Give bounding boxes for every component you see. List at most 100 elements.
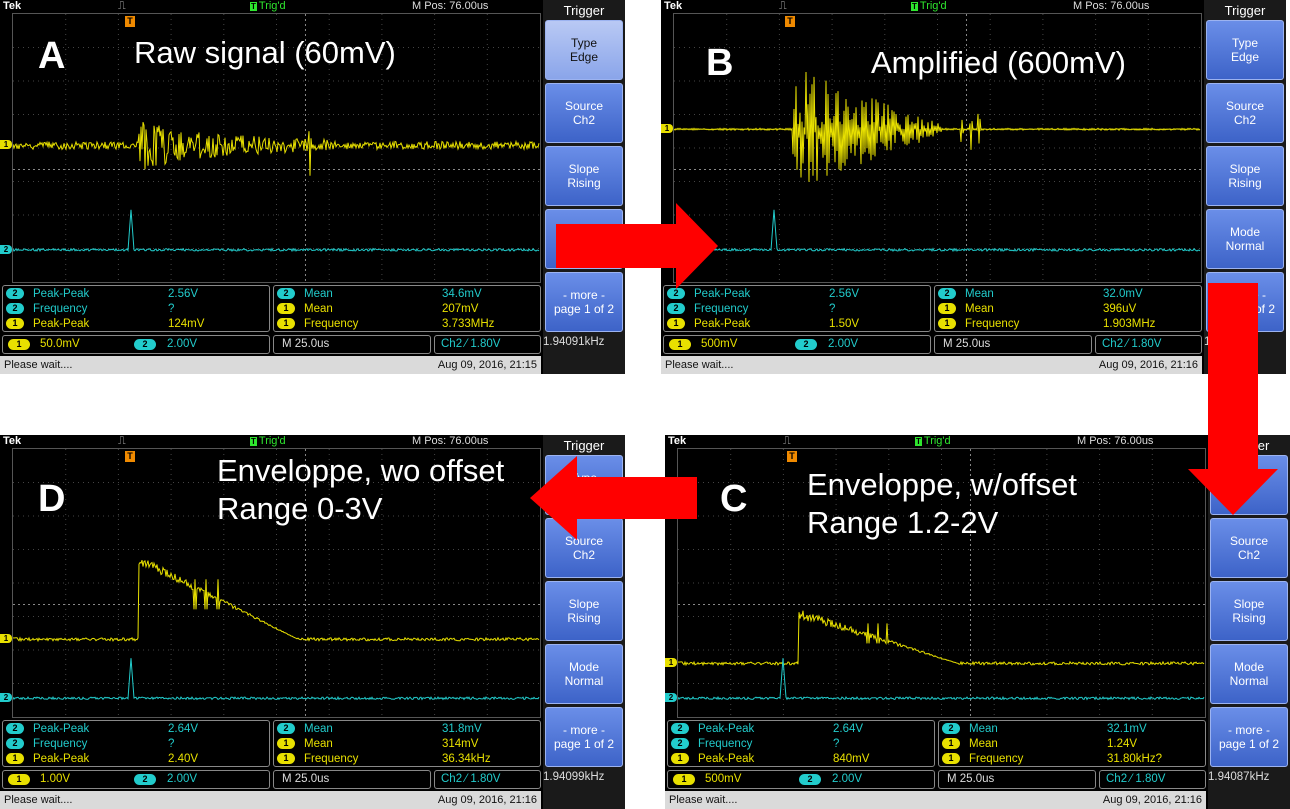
menu-button[interactable] xyxy=(1210,455,1288,515)
ch2-badge: 2 xyxy=(799,774,821,785)
measurement-value: 32.1mV xyxy=(1107,723,1147,735)
measurement-value: 840mV xyxy=(833,753,870,765)
menu-button[interactable]: Type Edge xyxy=(545,455,623,515)
menu-button[interactable] xyxy=(545,209,623,269)
trigger-frequency: 1.94099kHz xyxy=(543,771,605,783)
measurement-row: 1 Peak-Peak 2.40V xyxy=(6,752,272,767)
timebase-box[interactable]: M 25.0us xyxy=(273,335,431,354)
timebase-box[interactable]: M 25.0us xyxy=(938,770,1096,789)
menu-button[interactable]: Mode Normal xyxy=(1206,209,1284,269)
menu-button[interactable]: Type Edge xyxy=(545,20,623,80)
ch1-ground-marker[interactable]: 1 xyxy=(661,124,673,134)
trigger-readout-box[interactable]: Ch2 ⁄ 1.80V xyxy=(434,770,541,789)
measurement-row: 1 Mean 314mV xyxy=(277,737,543,752)
measurement-value: ? xyxy=(168,738,175,750)
waveform-screen[interactable] xyxy=(673,13,1202,283)
menu-button[interactable]: Source Ch2 xyxy=(545,518,623,578)
measurement-row: 1 Peak-Peak 124mV xyxy=(6,317,272,332)
ch2-trace xyxy=(13,658,540,701)
acquire-pulse-icon: ⎍ xyxy=(783,435,791,447)
menu-button[interactable]: - more - page 1 of 2 xyxy=(1206,272,1284,332)
measurement-value: 31.8mV xyxy=(442,723,482,735)
measurement-label: Peak-Peak xyxy=(698,753,755,765)
ch2-ground-marker[interactable]: 2 xyxy=(665,693,677,703)
menu-button-label: Source xyxy=(564,534,604,548)
menu-button-value: Rising xyxy=(1228,176,1262,190)
measurement-label: Peak-Peak xyxy=(694,288,751,300)
measurement-value: 3.733MHz xyxy=(442,318,495,330)
trigger-readout-box[interactable]: Ch2 ⁄ 1.80V xyxy=(434,335,541,354)
channel-scale-box[interactable]: 1 500mV 2 2.00V xyxy=(663,335,931,354)
measurement-value: 124mV xyxy=(168,318,205,330)
menu-button-label: - more - xyxy=(1224,288,1266,302)
ch2-ground-marker[interactable]: 2 xyxy=(661,244,673,254)
channel-badge: 1 xyxy=(938,318,956,330)
channel-badge: 1 xyxy=(277,753,295,765)
measurement-value: 31.80kHz? xyxy=(1107,753,1162,765)
ch2-badge: 2 xyxy=(134,339,156,350)
measurement-row: 2 Mean 34.6mV xyxy=(277,287,543,302)
timebase-box[interactable]: M 25.0us xyxy=(934,335,1092,354)
menu-button[interactable]: Slope Rising xyxy=(1206,146,1284,206)
menu-button-value: Rising xyxy=(567,176,601,190)
oscilloscope-panel-d: Tek ⎍ T Trig'd M Pos: 76.00us T 1 2 Trigger Type E… xyxy=(0,435,625,809)
ch2-scale: 2.00V xyxy=(167,338,198,350)
acquire-pulse-icon: ⎍ xyxy=(118,435,126,447)
caption-line: Raw signal (60mV) xyxy=(134,35,396,70)
menu-button[interactable]: - more - page 1 of 2 xyxy=(545,272,623,332)
ch1-ground-marker[interactable]: 1 xyxy=(0,634,12,644)
trigger-level-readout: Ch2 ⁄ 1.80V xyxy=(441,338,501,350)
menu-button[interactable]: Source Ch2 xyxy=(1206,83,1284,143)
menu-button-value: Normal xyxy=(1229,674,1269,688)
channel-scale-box[interactable]: 1 500mV 2 2.00V xyxy=(667,770,935,789)
measurement-label: Peak-Peak xyxy=(33,723,90,735)
ch2-ground-marker[interactable]: 2 xyxy=(0,693,12,703)
status-bar: Please wait.... Aug 09, 2016, 21:16 xyxy=(665,791,1206,809)
menu-button-label: - more - xyxy=(563,288,605,302)
trigger-readout-box[interactable]: Ch2 ⁄ 1.80V xyxy=(1099,770,1206,789)
ch2-trace xyxy=(678,658,1205,701)
trigger-level-readout: Ch2 ⁄ 1.80V xyxy=(1102,338,1162,350)
measurements-left: 2 Peak-Peak 2.64V 2 Frequency? 1 Peak-Peak 2.40… xyxy=(2,720,270,767)
measurement-label: Peak-Peak xyxy=(33,753,90,765)
trigger-readout-box[interactable]: Ch2 ⁄ 1.80V xyxy=(1095,335,1202,354)
ch1-badge: 1 xyxy=(673,774,695,785)
menu-button[interactable]: Slope Rising xyxy=(545,581,623,641)
measurement-value: 36.34kHz xyxy=(442,753,491,765)
measurement-value: 2.56V xyxy=(829,288,860,300)
menu-button-value: Rising xyxy=(567,611,601,625)
menu-button[interactable]: Slope Rising xyxy=(1210,581,1288,641)
menu-button[interactable]: Mode Normal xyxy=(1210,644,1288,704)
status-topbar: Tek ⎍ T Trig'd M Pos: 76.00us xyxy=(665,435,1206,448)
ch1-ground-marker[interactable]: 1 xyxy=(0,140,12,150)
m-pos-readout: M Pos: 76.00us xyxy=(412,435,489,447)
menu-button[interactable]: Source Ch2 xyxy=(545,83,623,143)
waveform-screen[interactable] xyxy=(12,448,541,718)
channel-scale-box[interactable]: 1 1.00V 2 2.00V xyxy=(2,770,270,789)
panel-letter: B xyxy=(706,42,734,84)
menu-button[interactable]: - more - page 1 of 2 xyxy=(1210,707,1288,767)
measurement-row: 2 Peak-Peak 2.56V xyxy=(6,287,272,302)
caption-line: Enveloppe, wo offset xyxy=(217,453,505,488)
channel-badge: 1 xyxy=(277,318,295,330)
channel-scale-box[interactable]: 1 50.0mV 2 2.00V xyxy=(2,335,270,354)
waveform-screen[interactable] xyxy=(12,13,541,283)
channel-badge: 2 xyxy=(671,723,689,735)
measurement-row: 2 Frequency? xyxy=(6,302,272,317)
ch2-badge: 2 xyxy=(134,774,156,785)
menu-button[interactable]: - more - page 1 of 2 xyxy=(545,707,623,767)
menu-button[interactable]: Type Edge xyxy=(1206,20,1284,80)
channel-badge: 2 xyxy=(6,738,24,750)
waveform-screen[interactable] xyxy=(677,448,1206,718)
timebase-box[interactable]: M 25.0us xyxy=(273,770,431,789)
ch2-ground-marker[interactable]: 2 xyxy=(0,244,12,254)
trigger-status-label: Trig'd xyxy=(258,0,286,12)
menu-button[interactable]: Source Ch2 xyxy=(1210,518,1288,578)
menu-button[interactable]: Slope Rising xyxy=(545,146,623,206)
brand-label: Tek xyxy=(668,435,687,447)
ch1-trace xyxy=(13,122,540,176)
menu-button[interactable]: Mode Normal xyxy=(545,644,623,704)
ch1-ground-marker[interactable]: 1 xyxy=(665,658,677,668)
ch1-trace xyxy=(13,559,540,643)
status-topbar: Tek ⎍ T Trig'd M Pos: 76.00us xyxy=(661,0,1202,13)
